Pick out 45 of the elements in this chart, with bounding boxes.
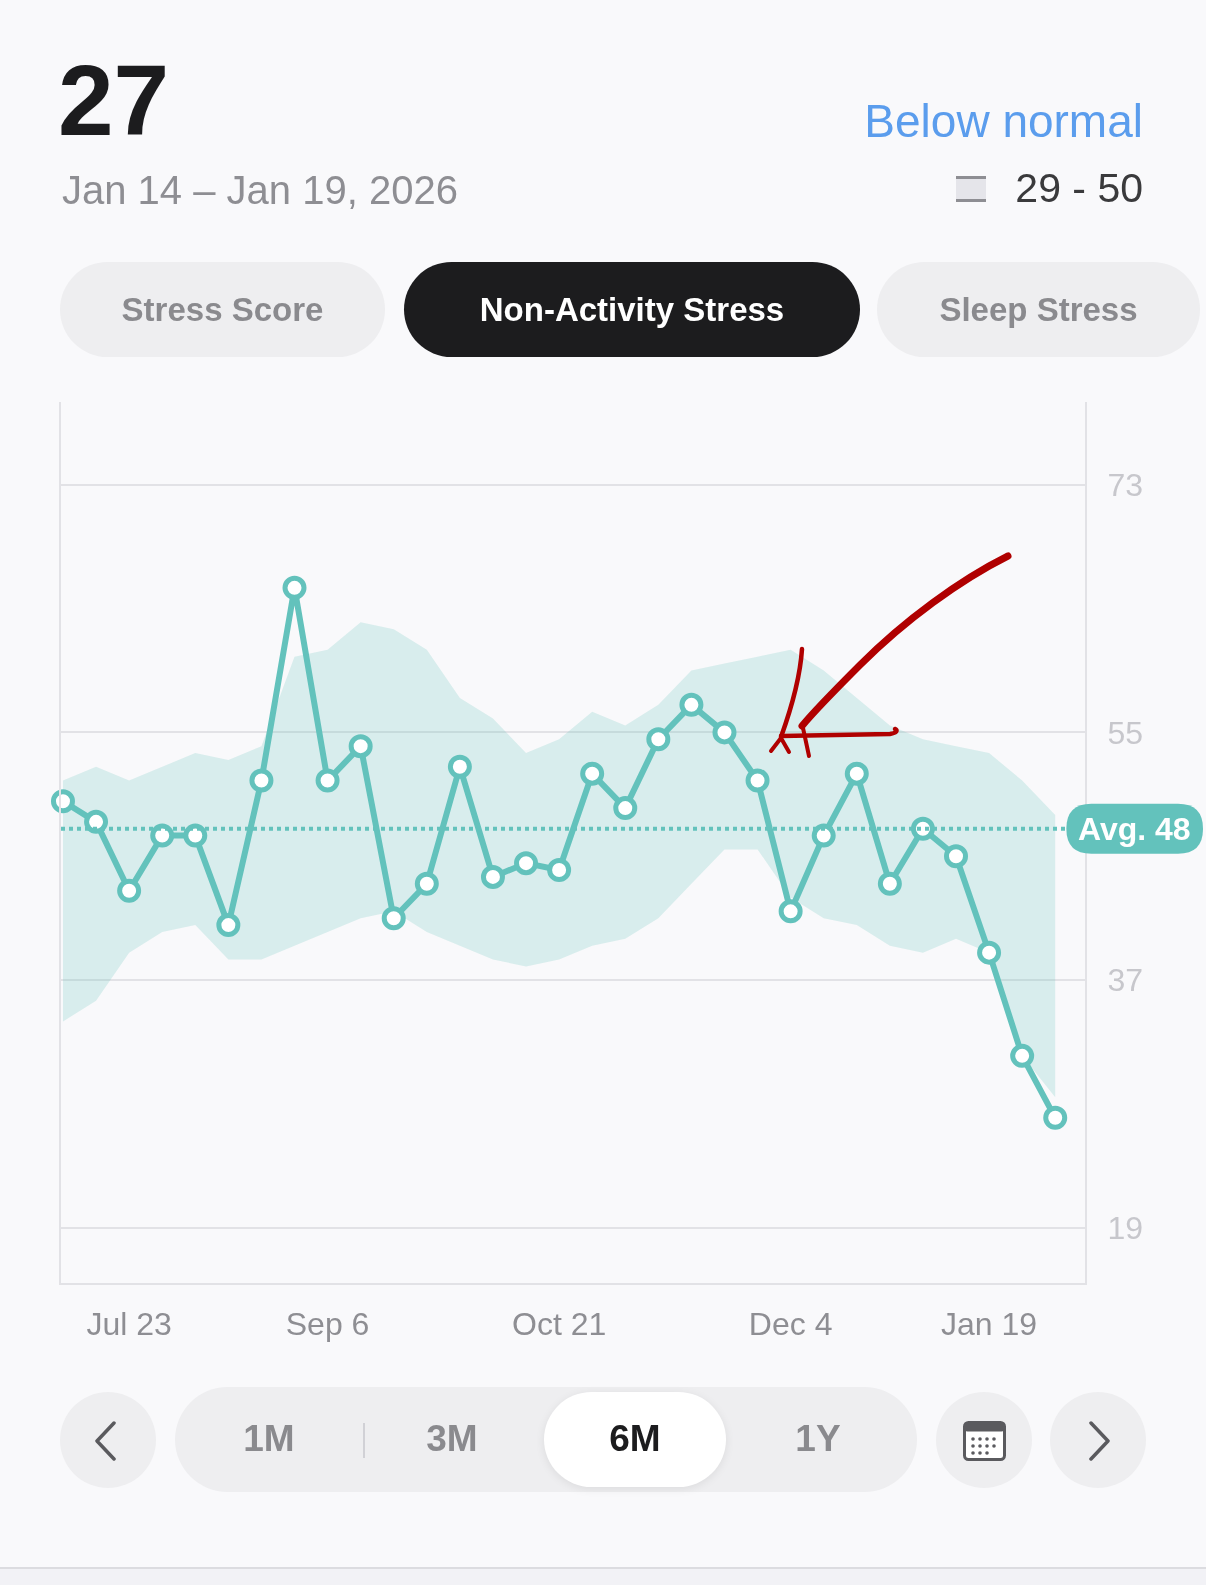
x-tick-label: Dec 4 xyxy=(748,1306,833,1343)
point xyxy=(480,864,505,889)
point xyxy=(282,575,307,600)
point xyxy=(1043,1105,1068,1130)
point xyxy=(679,692,704,717)
point xyxy=(216,913,241,938)
point xyxy=(811,823,836,848)
point xyxy=(877,871,902,896)
point xyxy=(315,768,340,793)
point xyxy=(447,754,472,779)
tab: Sleep Stress xyxy=(877,262,1200,357)
point xyxy=(414,871,439,896)
point xyxy=(613,796,638,821)
point xyxy=(745,768,770,793)
point xyxy=(1010,1043,1035,1068)
tab: Non-Activity Stress xyxy=(404,262,860,357)
x-tick-label: Jan 19 xyxy=(941,1306,1038,1343)
point xyxy=(514,851,539,876)
chart-title: 27 xyxy=(58,44,170,156)
point xyxy=(84,809,109,834)
point xyxy=(977,940,1002,965)
point xyxy=(844,761,869,786)
text: Below normal xyxy=(864,95,1143,147)
point xyxy=(547,858,572,883)
text: 3M xyxy=(426,1418,478,1460)
ref-line-label: Avg. 48 xyxy=(1078,811,1191,847)
point xyxy=(778,899,803,924)
point xyxy=(348,734,373,759)
x-tick-label: Oct 21 xyxy=(511,1306,607,1343)
text: 1M xyxy=(243,1418,295,1460)
x-tick-label: Jul 23 xyxy=(86,1306,172,1343)
point xyxy=(249,768,274,793)
point xyxy=(944,844,969,869)
point xyxy=(50,789,75,814)
point xyxy=(381,906,406,931)
point xyxy=(117,878,142,903)
chart-subtitle: Jan 14 – Jan 19, 2026 xyxy=(62,168,458,212)
text: 29 - 50 xyxy=(1015,165,1143,212)
point xyxy=(646,727,671,752)
x-tick-label: Sep 6 xyxy=(285,1306,370,1343)
tab: Stress Score xyxy=(60,262,385,357)
point xyxy=(712,720,737,745)
point xyxy=(580,761,605,786)
text: 6M xyxy=(609,1418,661,1460)
text: 1Y xyxy=(795,1418,841,1460)
